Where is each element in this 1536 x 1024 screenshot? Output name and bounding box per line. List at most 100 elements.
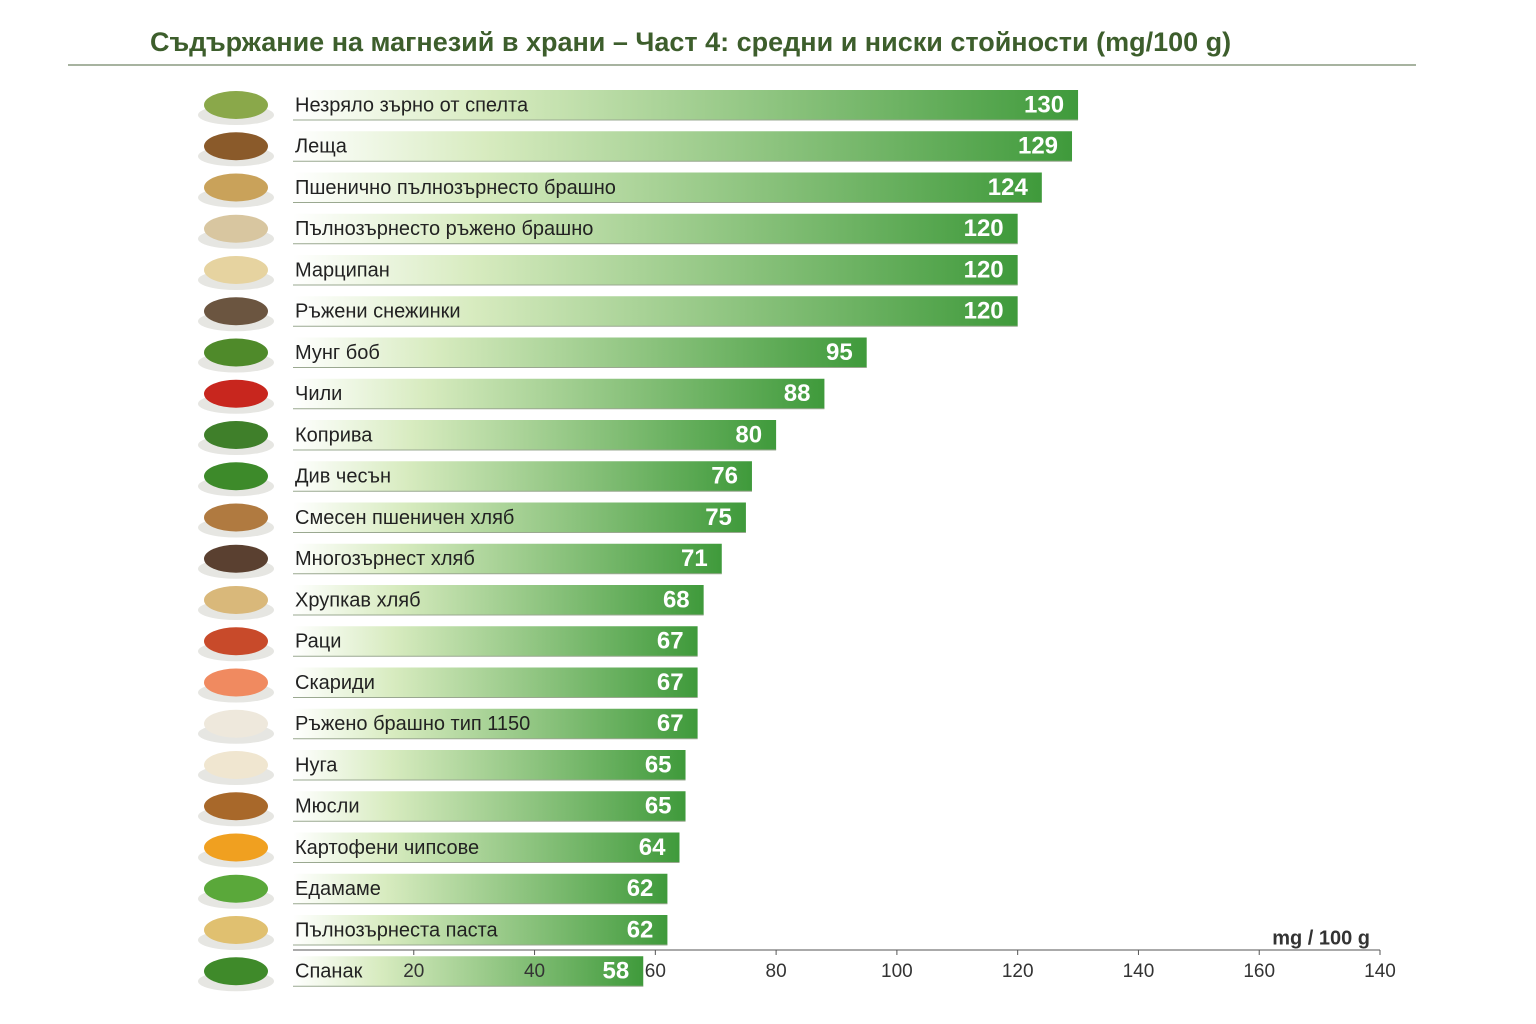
value-label: 88 [784, 380, 811, 407]
category-label: Мунг боб [295, 342, 380, 364]
value-label: 68 [663, 586, 690, 613]
value-label: 62 [627, 916, 654, 943]
category-label: Ръжено брашно тип 1150 [295, 713, 530, 735]
category-label: Пшенично пълнозърнесто брашно [295, 177, 616, 199]
food-icon [204, 132, 268, 161]
food-icon [204, 874, 268, 903]
category-label: Мюсли [295, 796, 360, 818]
food-icon [204, 297, 268, 326]
x-tick-label: 40 [524, 961, 545, 982]
bar [293, 832, 680, 863]
category-label: Див чесън [295, 466, 391, 488]
value-label: 120 [964, 256, 1004, 283]
food-icon [204, 421, 268, 449]
bar [293, 461, 752, 492]
food-icon [204, 338, 268, 367]
food-icon [204, 379, 268, 408]
bar [293, 420, 777, 450]
value-label: 67 [657, 710, 684, 737]
value-label: 65 [645, 793, 672, 820]
bar [293, 90, 1079, 120]
value-label: 62 [627, 875, 654, 902]
category-label: Едамаме [295, 878, 381, 900]
category-label: Хрупкав хляб [295, 589, 421, 611]
value-label: 67 [657, 669, 684, 696]
category-label: Картофени чипсове [295, 837, 479, 859]
value-label: 76 [711, 463, 738, 490]
value-label: 130 [1024, 91, 1064, 118]
x-axis-label: mg / 100 g [1272, 927, 1370, 949]
food-icon [204, 833, 268, 862]
category-label: Незряло зърно от спелта [295, 94, 529, 116]
category-label: Нуга [295, 754, 338, 776]
category-label: Спанак [295, 961, 363, 983]
value-label: 58 [603, 958, 630, 985]
value-label: 80 [735, 421, 762, 448]
value-label: 67 [657, 628, 684, 655]
value-label: 71 [681, 545, 708, 572]
food-icon [204, 586, 268, 614]
value-label: 129 [1018, 133, 1058, 160]
bar [293, 791, 686, 822]
x-tick-label: 140 [1123, 961, 1155, 982]
bar [293, 255, 1018, 285]
bar [293, 956, 644, 987]
bar [293, 626, 698, 657]
category-label: Многозърнест хляб [295, 548, 475, 570]
bar [293, 378, 825, 409]
food-icon [204, 916, 268, 944]
bar [293, 750, 686, 780]
food-icon [204, 503, 268, 532]
value-label: 65 [645, 751, 672, 778]
food-icon [204, 544, 268, 573]
bar [293, 172, 1042, 203]
bar [293, 543, 722, 574]
bar [293, 131, 1073, 162]
food-icon [204, 709, 268, 738]
category-label: Пълнозърнесто ръжено брашно [295, 218, 593, 240]
chart-title: Съдържание на магнезий в храни – Част 4:… [150, 27, 1231, 57]
category-label: Пълнозърнеста паста [295, 919, 499, 941]
x-tick-label: 160 [1243, 961, 1275, 982]
value-label: 120 [964, 298, 1004, 325]
food-icon [204, 173, 268, 202]
bar [293, 708, 698, 739]
food-icon [204, 256, 268, 284]
x-tick-label: 100 [881, 961, 913, 982]
bar [293, 873, 668, 904]
bar [293, 296, 1018, 327]
food-icon [204, 668, 268, 697]
food-icon [204, 792, 268, 821]
value-label: 124 [988, 174, 1029, 201]
bar [293, 667, 698, 698]
category-label: Леща [295, 136, 348, 158]
value-label: 120 [964, 215, 1004, 242]
food-icon [204, 627, 268, 656]
x-tick-label: 120 [1002, 961, 1034, 982]
food-icon [204, 751, 268, 779]
bar [293, 337, 867, 368]
value-label: 64 [639, 834, 666, 861]
category-label: Раци [295, 631, 341, 653]
food-icon [204, 957, 268, 986]
category-label: Коприва [295, 424, 373, 446]
category-label: Марципан [295, 259, 390, 281]
x-tick-label: 80 [766, 961, 787, 982]
bar [293, 213, 1018, 244]
category-label: Ръжени снежинки [295, 301, 461, 323]
food-icon [204, 91, 268, 119]
category-label: Чили [295, 383, 342, 405]
x-tick-label: 20 [403, 961, 424, 982]
value-label: 95 [826, 339, 853, 366]
bar [293, 585, 704, 615]
x-tick-label: 140 [1364, 961, 1396, 982]
category-label: Скариди [295, 672, 375, 694]
bar [293, 502, 746, 533]
category-label: Смесен пшеничен хляб [295, 507, 514, 529]
bar [293, 915, 668, 945]
food-icon [204, 462, 268, 491]
value-label: 75 [705, 504, 732, 531]
x-tick-label: 60 [645, 961, 666, 982]
food-icon [204, 214, 268, 243]
